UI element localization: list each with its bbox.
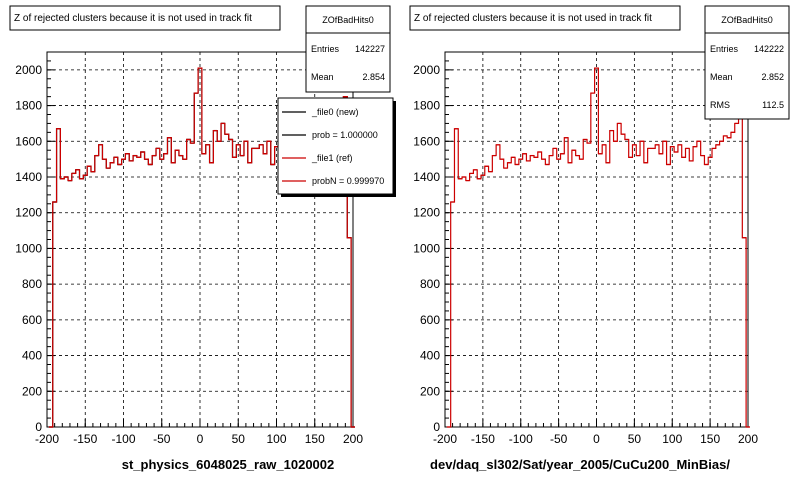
stat-value: 142227 [355,44,385,54]
x-tick-label: 150 [700,432,720,446]
x-tick-label: 200 [738,432,758,446]
stat-box-frame [704,5,790,120]
x-axis-label: st_physics_6048025_raw_1020002 [122,457,335,472]
stat-box-name: ZOfBadHits0 [721,15,773,25]
x-tick-label: 50 [232,432,246,446]
y-tick-label: 400 [420,349,440,363]
stat-label: RMS [710,100,730,110]
title-box [9,5,281,31]
x-tick-label: 0 [593,432,600,446]
y-tick-label: 1800 [15,99,42,113]
y-tick-label: 1000 [413,241,440,255]
y-tick-label: 1200 [15,206,42,220]
x-tick-label: 100 [266,432,286,446]
x-tick-label: -100 [111,432,135,446]
legend-label: _file0 (new) [311,107,359,117]
x-tick-label: 100 [662,432,682,446]
left-histogram-panel: -200 -150 -100 -50 0 50 100 150 2000200400600800… [9,5,396,472]
y-tick-label: 200 [420,384,440,398]
y-tick-label: 2000 [413,63,440,77]
stat-value: 142222 [754,44,784,54]
x-tick-label: -200 [35,432,59,446]
legend-label: probN = 0.999970 [312,176,384,186]
stat-label: Mean [710,72,733,82]
y-tick-label: 1200 [413,206,440,220]
stat-label: Mean [311,72,334,82]
y-tick-label: 1600 [413,134,440,148]
y-tick-label: 600 [420,313,440,327]
y-tick-label: 200 [22,384,42,398]
y-tick-label: 0 [35,420,42,434]
stat-value: 2.854 [362,72,385,82]
x-tick-label: 150 [305,432,325,446]
stat-box-frame [305,5,391,93]
x-tick-label: -150 [73,432,97,446]
plot-title: Z of rejected clusters because it is not… [14,13,252,24]
y-tick-label: 1400 [413,170,440,184]
stat-label: Entries [311,44,340,54]
legend-label: _file1 (ref) [311,153,353,163]
x-tick-label: 50 [628,432,642,446]
y-tick-label: 800 [420,277,440,291]
stat-value: 112.5 [762,100,784,110]
x-tick-label: -50 [550,432,568,446]
right-histogram-panel: -200 -150 -100 -50 0 50 100 150 2000200400600800… [409,5,790,472]
stat-box: ZOfBadHits0 Entries 142227 Mean 2.854 [305,5,391,93]
title-box [409,5,681,31]
series-0 [446,67,750,428]
x-tick-label: 200 [343,432,363,446]
stat-label: Entries [710,44,739,54]
y-tick-label: 1600 [15,134,42,148]
x-tick-label: -150 [471,432,495,446]
stat-value: 2.852 [761,72,784,82]
y-tick-label: 400 [22,349,42,363]
y-tick-label: 800 [22,277,42,291]
y-tick-label: 1400 [15,170,42,184]
legend-frame [277,97,394,195]
y-tick-label: 1800 [413,99,440,113]
y-tick-label: 1000 [15,241,42,255]
x-tick-label: -200 [433,432,457,446]
y-tick-label: 600 [22,313,42,327]
stat-box: ZOfBadHits0 Entries 142222 Mean 2.852 RMS 112.… [704,5,790,120]
legend-label: prob = 1.000000 [312,130,378,140]
y-tick-label: 2000 [15,63,42,77]
x-tick-label: 0 [197,432,204,446]
plot-title: Z of rejected clusters because it is not… [414,13,652,24]
x-tick-label: -100 [509,432,533,446]
legend-box: _file0 (new) prob = 1.000000 _file1 (ref) p… [277,97,396,197]
stat-box-name: ZOfBadHits0 [322,15,374,25]
x-tick-label: -50 [153,432,171,446]
x-axis-label: dev/daq_sl302/Sat/year_2005/CuCu200_MinB… [430,457,730,472]
y-tick-label: 0 [433,420,440,434]
